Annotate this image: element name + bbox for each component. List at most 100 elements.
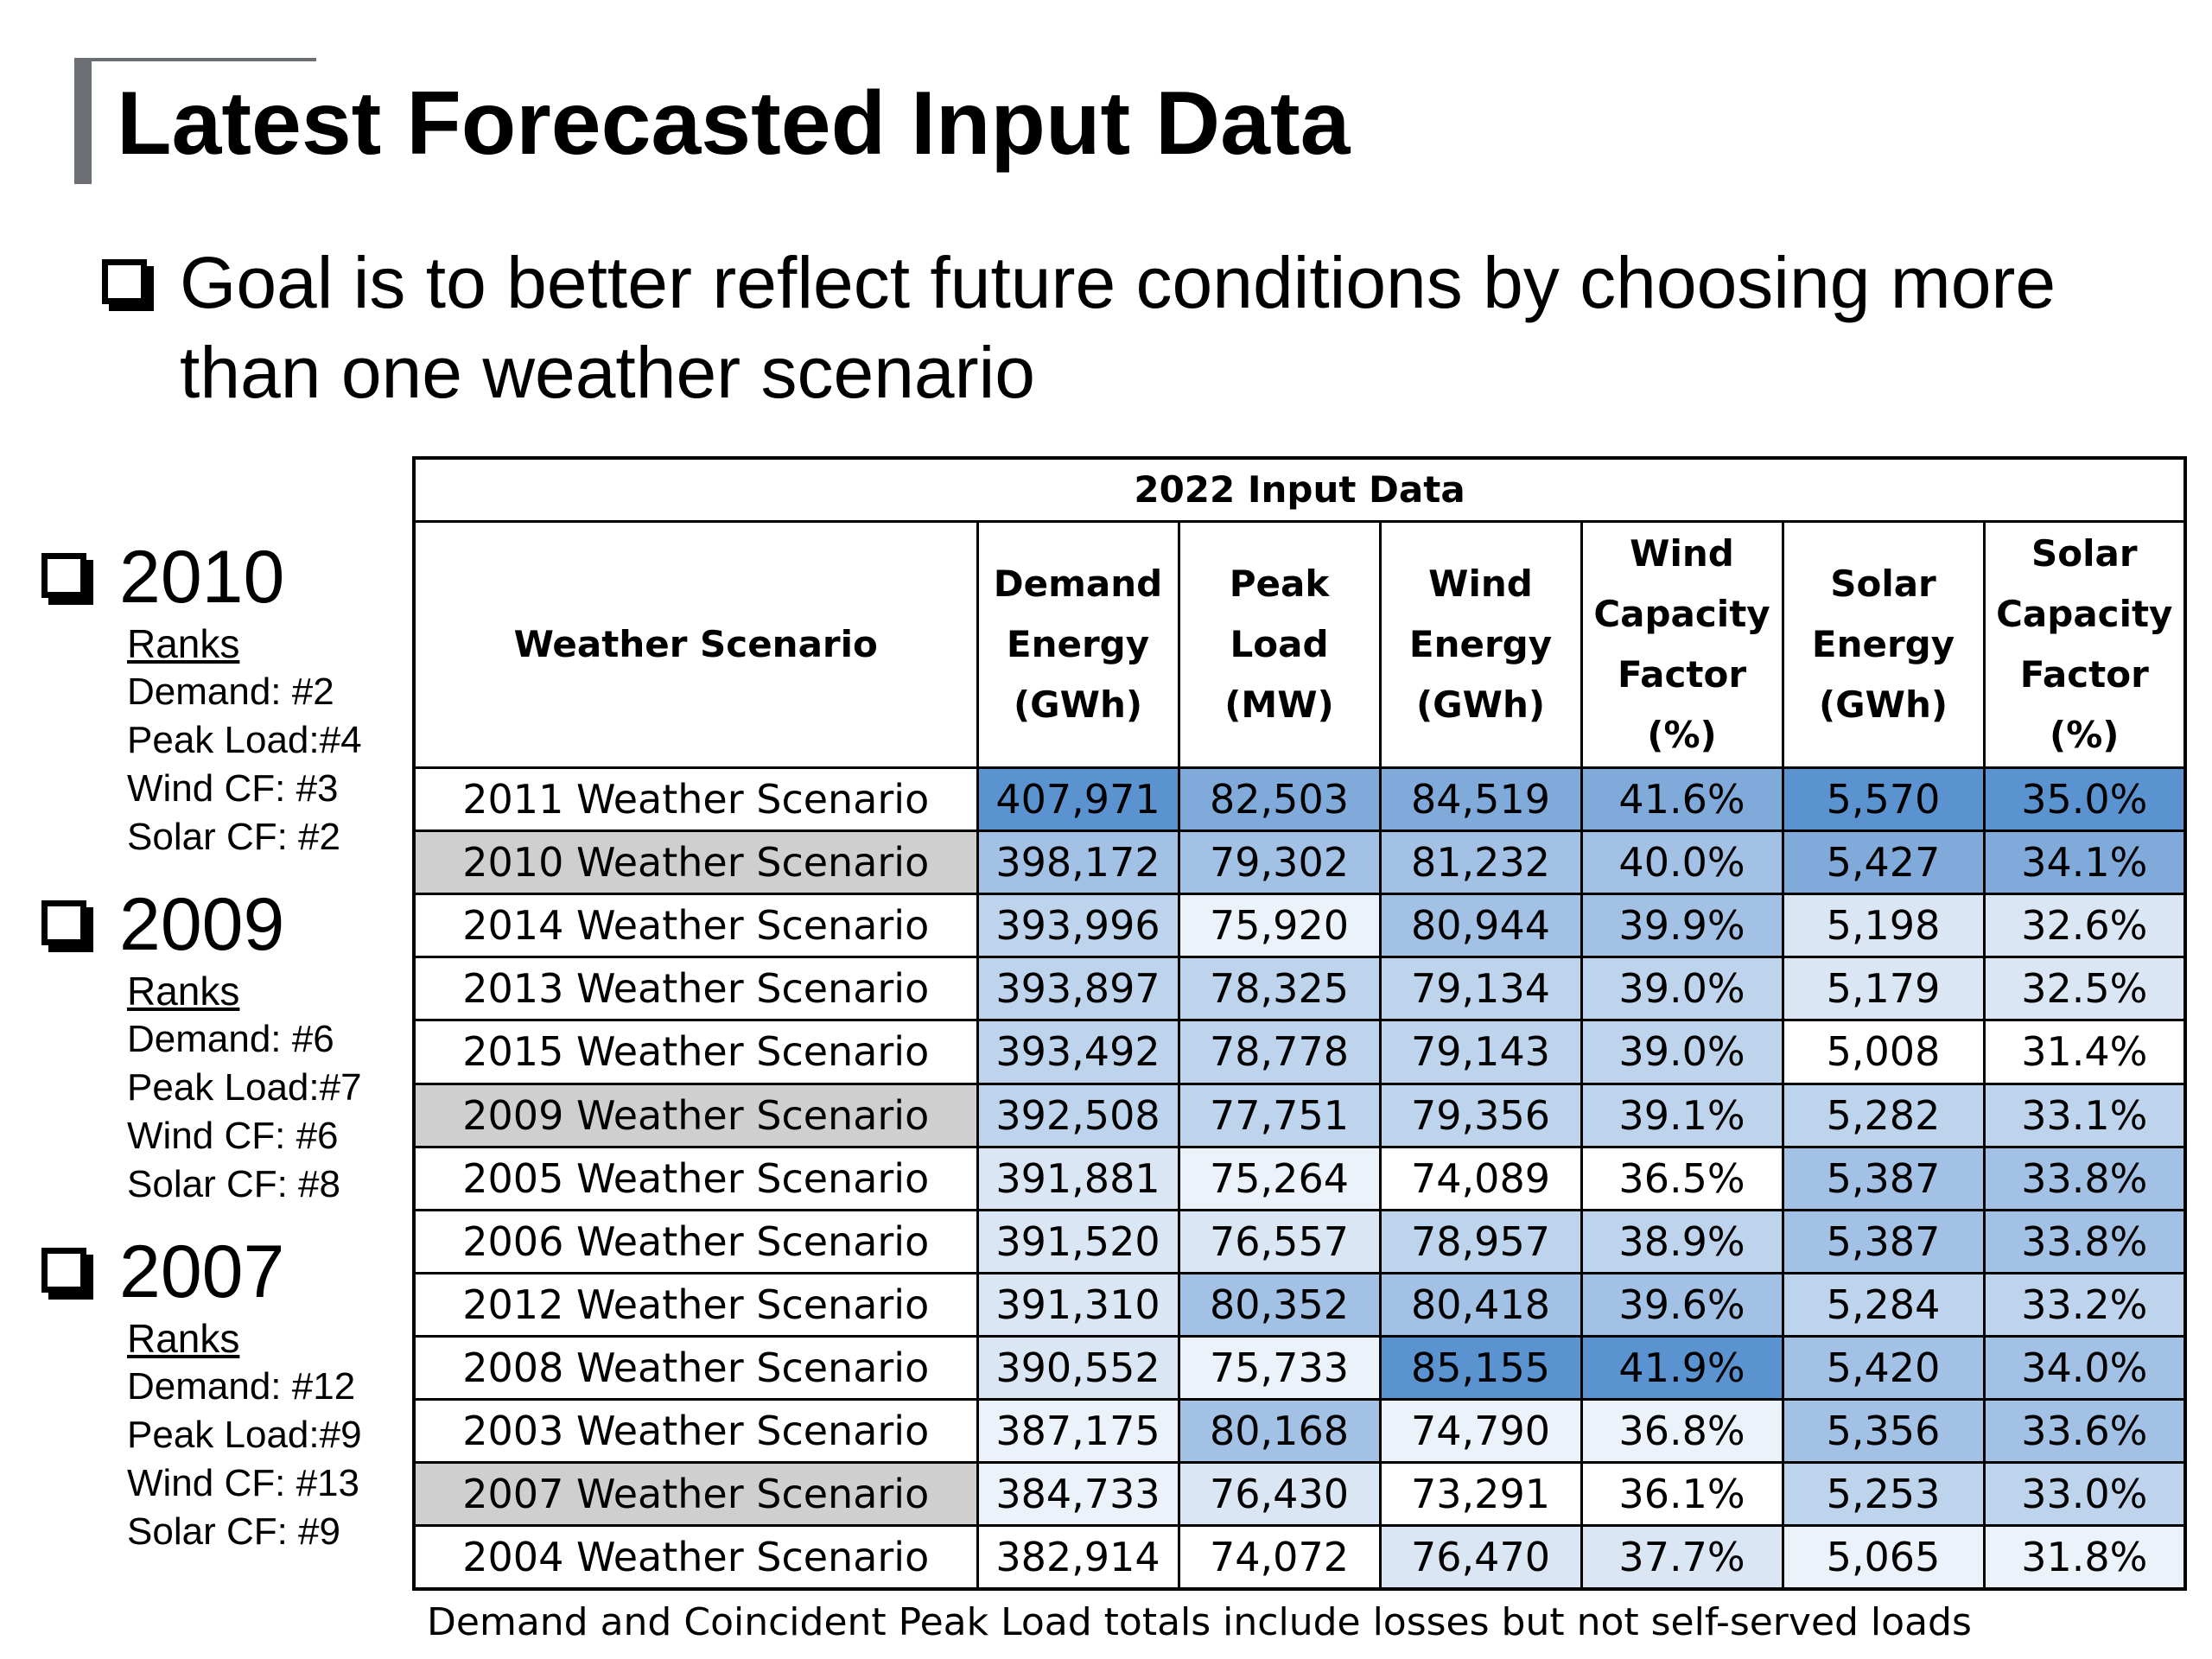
value-cell: 79,143	[1378, 1019, 1583, 1085]
value-cell: 39.6%	[1580, 1271, 1784, 1338]
value-cell: 5,179	[1781, 956, 1986, 1022]
table-row: 2015 Weather Scenario 393,492 78,778 79,143…	[412, 1019, 2187, 1085]
value-cell: 33.6%	[1982, 1398, 2187, 1465]
column-header-line: Energy	[1006, 623, 1150, 665]
value-cell: 74,089	[1378, 1145, 1583, 1211]
value-cell: 382,914	[976, 1524, 1180, 1591]
column-header-line: (%)	[2050, 714, 2120, 756]
table-row: 2012 Weather Scenario 391,310 80,352 80,418…	[412, 1271, 2187, 1338]
scenario-cell: 2008 Weather Scenario	[412, 1334, 979, 1402]
value-cell: 40.0%	[1580, 830, 1784, 896]
rank-demand: Demand: #12	[127, 1365, 356, 1408]
rank-peak-load: Peak Load:#4	[127, 719, 362, 761]
column-header: Demand Energy (GWh)	[976, 520, 1180, 769]
value-cell: 33.1%	[1982, 1082, 2187, 1148]
table-body: 2011 Weather Scenario 407,971 82,503 84,519…	[412, 766, 2187, 1591]
value-cell: 393,492	[976, 1019, 1180, 1085]
column-header-line: Wind	[1630, 532, 1734, 575]
value-cell: 37.7%	[1580, 1524, 1784, 1591]
table-row: 2009 Weather Scenario 392,508 77,751 79,356…	[412, 1082, 2187, 1148]
column-header-line: Capacity	[1996, 593, 2173, 635]
value-cell: 77,751	[1177, 1082, 1382, 1148]
value-cell: 78,957	[1378, 1208, 1583, 1274]
column-header-line: Demand	[993, 563, 1163, 605]
scenario-cell: 2013 Weather Scenario	[412, 956, 979, 1022]
value-cell: 5,570	[1781, 766, 1986, 833]
column-header: Weather Scenario	[412, 520, 979, 769]
value-cell: 5,427	[1781, 830, 1986, 896]
value-cell: 398,172	[976, 830, 1180, 896]
value-cell: 76,470	[1378, 1524, 1583, 1591]
value-cell: 384,733	[976, 1461, 1180, 1528]
column-header-line: Wind	[1428, 563, 1533, 605]
rank-solar-cf: Solar CF: #9	[127, 1510, 340, 1553]
scenario-cell: 2005 Weather Scenario	[412, 1145, 979, 1211]
value-cell: 5,420	[1781, 1334, 1986, 1402]
table-row: 2013 Weather Scenario 393,897 78,325 79,134…	[412, 956, 2187, 1022]
value-cell: 407,971	[976, 766, 1180, 833]
table-row: 2014 Weather Scenario 393,996 75,920 80,944…	[412, 893, 2187, 959]
value-cell: 5,387	[1781, 1145, 1986, 1211]
value-cell: 32.6%	[1982, 893, 2187, 959]
goal-bullet-icon	[102, 259, 147, 304]
ranks-heading: Ranks	[127, 621, 240, 666]
value-cell: 393,996	[976, 893, 1180, 959]
value-cell: 5,198	[1781, 893, 1986, 959]
value-cell: 38.9%	[1580, 1208, 1784, 1274]
rank-peak-load: Peak Load:#7	[127, 1066, 362, 1109]
value-cell: 390,552	[976, 1334, 1180, 1402]
year-bullet-icon	[41, 900, 86, 945]
value-cell: 78,778	[1177, 1019, 1382, 1085]
value-cell: 33.2%	[1982, 1271, 2187, 1338]
value-cell: 36.1%	[1580, 1461, 1784, 1528]
column-header-line: Factor	[1617, 653, 1747, 696]
column-header-line: (MW)	[1224, 683, 1334, 726]
table-row: 2006 Weather Scenario 391,520 76,557 78,957…	[412, 1208, 2187, 1274]
column-header: Peak Load (MW)	[1177, 520, 1382, 769]
value-cell: 5,282	[1781, 1082, 1986, 1148]
column-header-line: Factor	[2019, 653, 2149, 696]
value-cell: 36.8%	[1580, 1398, 1784, 1465]
table-row: 2010 Weather Scenario 398,172 79,302 81,232…	[412, 830, 2187, 896]
value-cell: 82,503	[1177, 766, 1382, 833]
value-cell: 5,065	[1781, 1524, 1986, 1591]
title-accent-bar	[74, 58, 92, 184]
page-title: Latest Forecasted Input Data	[117, 73, 1351, 174]
value-cell: 74,072	[1177, 1524, 1382, 1591]
value-cell: 5,284	[1781, 1271, 1986, 1338]
value-cell: 39.9%	[1580, 893, 1784, 959]
table-row: 2005 Weather Scenario 391,881 75,264 74,089…	[412, 1145, 2187, 1211]
table-row: 2007 Weather Scenario 384,733 76,430 73,291…	[412, 1461, 2187, 1528]
value-cell: 33.0%	[1982, 1461, 2187, 1528]
table-header-row: Weather Scenario Demand Energy (GWh) Peak Loa…	[412, 520, 2187, 769]
table-row: 2011 Weather Scenario 407,971 82,503 84,519…	[412, 766, 2187, 833]
column-header: Solar Energy (GWh)	[1781, 520, 1986, 769]
column-header-line: (GWh)	[1415, 683, 1546, 726]
input-data-table: 2022 Input Data Weather Scenario Demand En…	[412, 456, 2188, 1591]
value-cell: 80,352	[1177, 1271, 1382, 1338]
value-cell: 39.0%	[1580, 956, 1784, 1022]
rank-demand: Demand: #6	[127, 1018, 334, 1060]
rank-solar-cf: Solar CF: #8	[127, 1163, 340, 1205]
column-header-line: Peak	[1229, 563, 1330, 605]
value-cell: 5,356	[1781, 1398, 1986, 1465]
value-cell: 76,430	[1177, 1461, 1382, 1528]
value-cell: 391,881	[976, 1145, 1180, 1211]
column-header-line: Capacity	[1593, 593, 1770, 635]
value-cell: 392,508	[976, 1082, 1180, 1148]
scenario-cell: 2003 Weather Scenario	[412, 1398, 979, 1465]
column-header-line: Weather Scenario	[513, 623, 878, 665]
value-cell: 31.4%	[1982, 1019, 2187, 1085]
value-cell: 41.9%	[1580, 1334, 1784, 1402]
selected-year: 2010	[119, 536, 285, 619]
table-caption: 2022 Input Data	[412, 456, 2187, 523]
rank-wind-cf: Wind CF: #3	[127, 767, 339, 810]
value-cell: 85,155	[1378, 1334, 1583, 1402]
value-cell: 39.0%	[1580, 1019, 1784, 1085]
value-cell: 387,175	[976, 1398, 1180, 1465]
value-cell: 81,232	[1378, 830, 1583, 896]
scenario-cell: 2009 Weather Scenario	[412, 1082, 979, 1148]
value-cell: 5,253	[1781, 1461, 1986, 1528]
rank-wind-cf: Wind CF: #13	[127, 1462, 359, 1504]
rank-wind-cf: Wind CF: #6	[127, 1115, 339, 1157]
